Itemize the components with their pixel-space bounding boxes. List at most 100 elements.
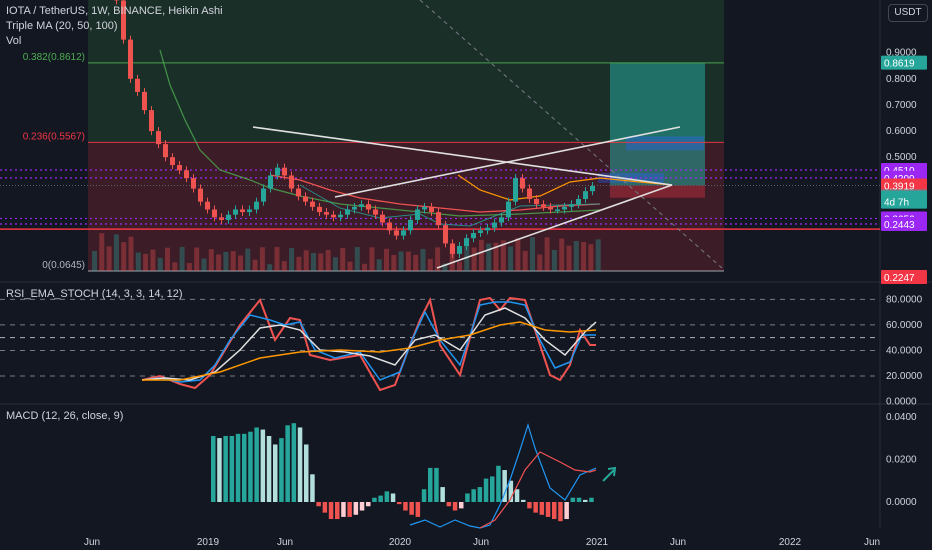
volume-bar xyxy=(208,249,214,271)
macd-histogram-bar xyxy=(533,502,538,513)
volume-bar xyxy=(113,234,119,271)
macd-histogram-bar xyxy=(397,502,402,505)
candle xyxy=(247,209,252,213)
macd-histogram-bar xyxy=(285,425,290,502)
macd-histogram-bar xyxy=(254,427,259,502)
candle xyxy=(366,204,371,210)
candle xyxy=(191,178,196,189)
volume-bar xyxy=(325,249,331,271)
price-tick: 0.9000 xyxy=(886,48,917,59)
candle xyxy=(576,199,581,205)
macd-histogram-bar xyxy=(335,502,340,520)
macd-tick: 0.0000 xyxy=(886,497,917,508)
fib-label: 0(0.0645) xyxy=(42,260,85,271)
macd-histogram-bar xyxy=(589,497,594,502)
macd-histogram-bar xyxy=(576,497,582,502)
candle xyxy=(380,214,385,223)
volume-bar xyxy=(354,247,360,271)
volume-bar xyxy=(405,251,411,271)
candle xyxy=(135,78,140,92)
macd-histogram-bar xyxy=(223,435,228,502)
candle xyxy=(275,167,280,176)
macd-histogram-bar xyxy=(465,493,470,502)
macd-histogram-bar xyxy=(279,438,284,502)
candle xyxy=(471,232,476,239)
macd-histogram-bar xyxy=(310,474,315,502)
rsi-tick: 40.0000 xyxy=(886,345,923,356)
macd-histogram-bar xyxy=(359,502,365,511)
volume-bar xyxy=(143,253,149,271)
volume-bar xyxy=(281,261,287,271)
volume-bar xyxy=(230,251,236,271)
volume-bar xyxy=(595,239,601,271)
trendline-lower xyxy=(436,184,673,269)
price-badge xyxy=(881,178,927,193)
dashed-trendline xyxy=(419,0,723,269)
volume-bar xyxy=(347,261,353,271)
candle xyxy=(268,175,273,189)
currency-button[interactable]: USDT xyxy=(888,4,928,22)
volume-bar xyxy=(303,250,309,271)
macd-panel-title[interactable]: MACD (12, 26, close, 9) xyxy=(6,410,124,422)
price-badge xyxy=(881,194,927,209)
macd-line xyxy=(409,422,597,529)
macd-histogram-bar xyxy=(570,497,576,502)
macd-histogram-bar xyxy=(291,423,297,502)
volume-bar xyxy=(150,249,156,271)
volume-bar xyxy=(427,259,433,271)
macd-histogram-bar xyxy=(229,435,235,502)
rsi-tick: 0.0000 xyxy=(886,397,917,408)
candle xyxy=(541,204,546,207)
volume-bar xyxy=(566,245,572,271)
candle xyxy=(317,206,322,213)
volume-bar xyxy=(318,253,324,271)
candle xyxy=(128,39,133,79)
rsi-panel-title[interactable]: RSI_EMA_STOCH (14, 3, 3, 14, 12) xyxy=(6,288,183,300)
rsi-tick: 20.0000 xyxy=(886,371,923,382)
arrow-annotation xyxy=(602,469,615,482)
candle xyxy=(506,201,511,218)
macd-histogram-bar xyxy=(297,427,303,502)
macd-histogram-bar xyxy=(217,438,222,502)
macd-histogram-bar xyxy=(415,502,421,517)
volume-bar xyxy=(296,256,302,271)
position-stop-zone xyxy=(610,185,705,198)
macd-histogram-bar xyxy=(434,467,439,502)
macd-tick: 0.0200 xyxy=(886,454,917,465)
time-tick: 2019 xyxy=(197,537,220,548)
macd-histogram-bar xyxy=(508,480,514,502)
volume-bar xyxy=(201,258,207,271)
candle xyxy=(121,0,126,40)
candle xyxy=(282,167,287,176)
volume-legend[interactable]: Vol xyxy=(6,35,22,47)
candle xyxy=(499,217,504,223)
position-target-zone xyxy=(610,62,705,186)
volume-bar xyxy=(376,259,382,271)
candle xyxy=(163,144,168,158)
macd-histogram-bar xyxy=(242,433,247,502)
arrow-head xyxy=(607,466,617,477)
volume-bar xyxy=(128,236,134,271)
macd-histogram-bar xyxy=(477,487,483,502)
price-badge xyxy=(881,217,927,232)
rsi-tick: 80.0000 xyxy=(886,294,923,305)
volume-bar xyxy=(238,255,243,271)
candle xyxy=(296,188,301,197)
candle xyxy=(408,219,413,231)
macd-histogram-bar xyxy=(372,497,377,502)
ma-line-red xyxy=(269,174,601,213)
volume-bar xyxy=(551,249,557,271)
candle xyxy=(345,209,350,215)
volume-bar xyxy=(420,248,426,271)
macd-histogram-bar xyxy=(347,502,352,517)
macd-tick: 0.0400 xyxy=(886,412,917,423)
fib-label: 0.382(0.8612) xyxy=(23,52,85,63)
volume-bar xyxy=(573,240,579,271)
triple-ma-legend[interactable]: Triple MA (20, 50, 100) xyxy=(6,20,118,32)
volume-bar xyxy=(464,237,470,271)
macd-histogram-bar xyxy=(552,502,557,520)
macd-histogram-bar xyxy=(378,495,383,502)
price-badge-label: 0.3919 xyxy=(884,181,915,192)
rsi-tick: 60.0000 xyxy=(886,320,923,331)
